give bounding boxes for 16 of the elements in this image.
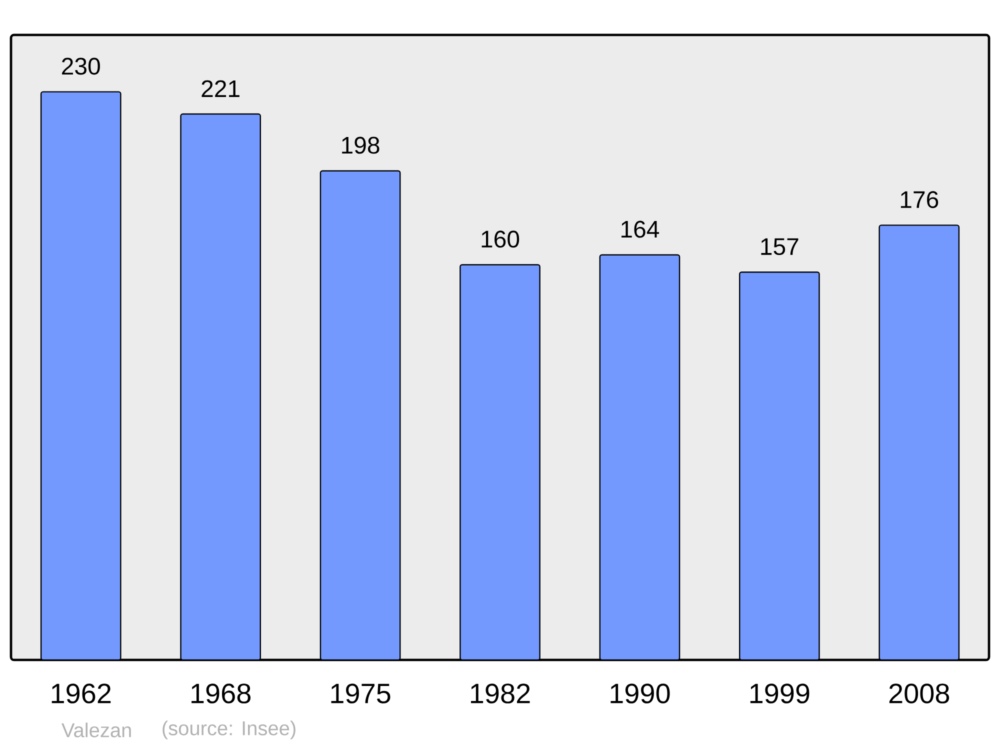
data-label: 221 xyxy=(202,80,240,97)
data-label: 160 xyxy=(482,230,520,248)
text: (source: Insee) xyxy=(162,720,296,740)
x-tick-label: 1999 xyxy=(750,684,810,704)
data-label: 176 xyxy=(900,191,938,208)
x-tick-label: 1990 xyxy=(610,684,670,704)
x-tick-label: 2008 xyxy=(889,684,950,704)
x-tick-label: 1982 xyxy=(470,684,530,704)
x-tick-label: 1975 xyxy=(331,684,390,704)
text: Valezan xyxy=(62,722,131,738)
data-label: 164 xyxy=(622,220,660,238)
x-tick-label: 1968 xyxy=(192,684,250,704)
data-label: 157 xyxy=(761,238,798,256)
data-label: 230 xyxy=(62,58,100,75)
data-label: 198 xyxy=(342,136,380,154)
x-tick-label: 1962 xyxy=(52,684,111,704)
